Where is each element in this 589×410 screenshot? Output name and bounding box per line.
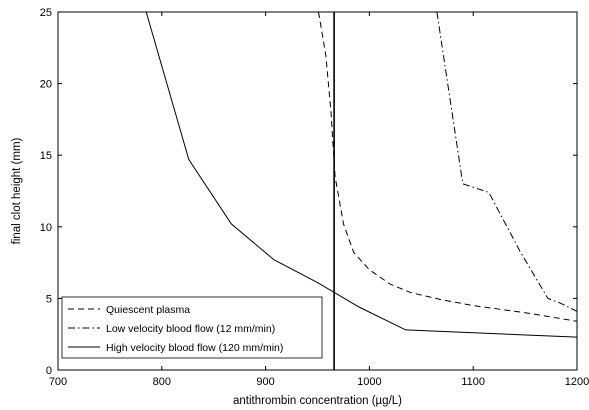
x-axis-label: antithrombin concentration (µg/L): [233, 395, 402, 407]
plot-area-frame: [57, 11, 578, 371]
legend-label-3: High velocity blood flow (120 mm/min): [106, 342, 283, 354]
y-tick-label: 20: [40, 79, 52, 91]
legend-label-2: Low velocity blood flow (12 mm/min): [106, 323, 275, 335]
y-tick-label: 0: [46, 365, 52, 377]
x-tick-label: 700: [49, 376, 67, 388]
series-line-2: [436, 11, 578, 312]
series-line-3: [145, 11, 578, 338]
series-line-1: [318, 11, 578, 322]
x-tick-label: 1100: [461, 376, 485, 388]
legend-box: [61, 296, 323, 359]
legend-label-1: Quiescent plasma: [106, 304, 190, 316]
y-tick-label: 25: [40, 7, 52, 19]
legend: Quiescent plasma Low velocity blood flow …: [61, 296, 323, 359]
series-layer: [145, 11, 578, 338]
x-tick-label: 900: [256, 376, 274, 388]
x-tick-label: 1000: [357, 376, 381, 388]
y-tick-label: 10: [40, 222, 52, 234]
y-axis-label: final clot height (mm): [11, 137, 23, 244]
x-tick-label: 1200: [565, 376, 589, 388]
x-tick-label: 800: [153, 376, 171, 388]
y-tick-label: 5: [46, 293, 52, 305]
x-axis: 700 800 900 1000 1100 1200: [49, 12, 589, 388]
y-axis: 0 5 10 15 20 25: [40, 7, 577, 377]
y-tick-label: 15: [40, 150, 52, 162]
